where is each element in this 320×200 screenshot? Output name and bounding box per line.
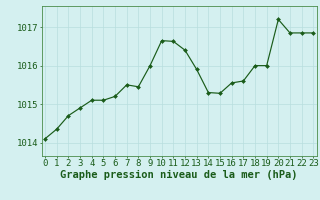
X-axis label: Graphe pression niveau de la mer (hPa): Graphe pression niveau de la mer (hPa): [60, 170, 298, 180]
